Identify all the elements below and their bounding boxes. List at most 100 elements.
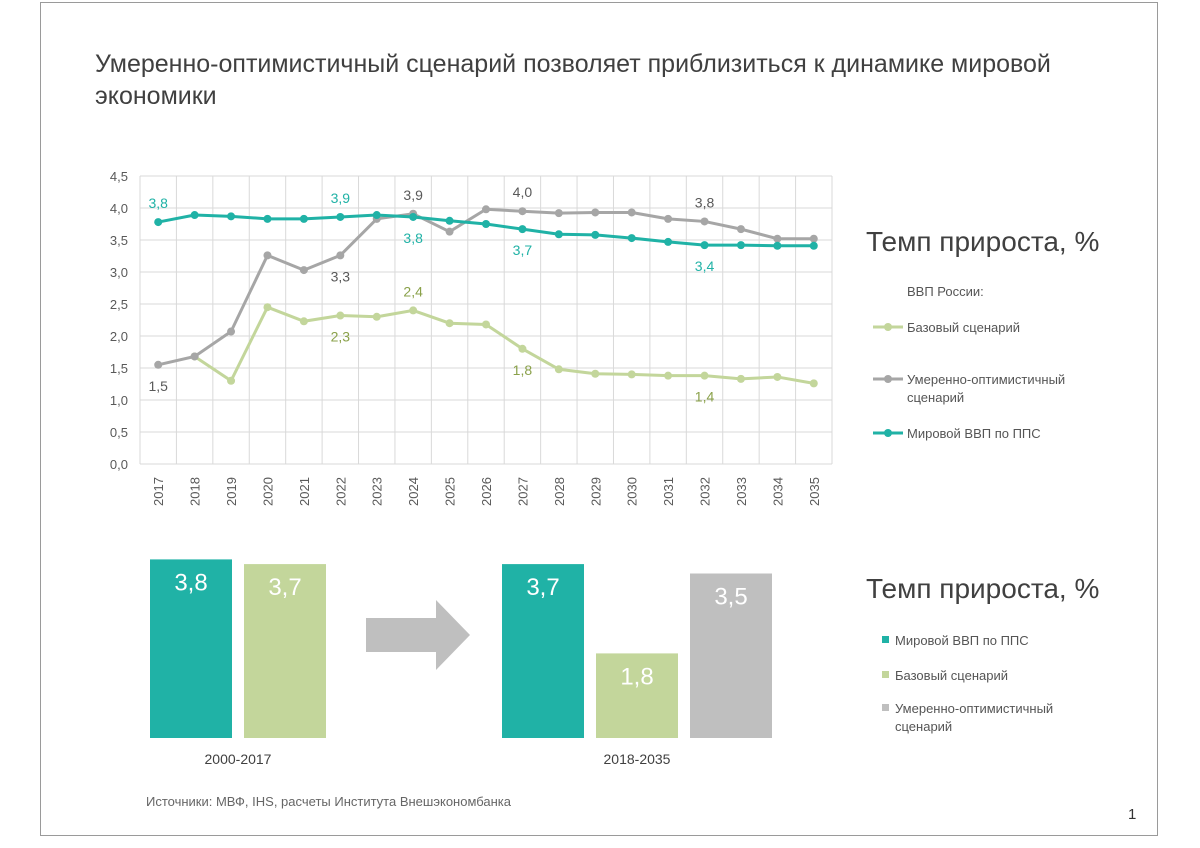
data-point bbox=[627, 208, 636, 217]
data-point bbox=[299, 266, 308, 275]
data-point bbox=[154, 360, 163, 369]
data-point bbox=[227, 376, 236, 385]
y-tick-label: 1,0 bbox=[110, 393, 128, 408]
data-point bbox=[809, 241, 818, 250]
y-tick-label: 4,5 bbox=[110, 169, 128, 184]
data-point bbox=[773, 241, 782, 250]
group-label: 2000-2017 bbox=[205, 751, 272, 767]
arrow-right-icon bbox=[366, 600, 470, 670]
data-label: 3,8 bbox=[148, 195, 168, 211]
line-legend-item-base: Базовый сценарий bbox=[907, 320, 1020, 335]
line-legend-item-moderate: Умеренно-оптимистичный сценарий bbox=[907, 372, 1066, 405]
data-point bbox=[700, 241, 709, 250]
data-point bbox=[336, 251, 345, 260]
data-point bbox=[263, 303, 272, 312]
data-point bbox=[591, 369, 600, 378]
group-label: 2018-2035 bbox=[604, 751, 671, 767]
legend-swatch bbox=[882, 636, 889, 643]
data-point bbox=[518, 344, 527, 353]
data-point bbox=[664, 237, 673, 246]
y-tick-label: 3,5 bbox=[110, 233, 128, 248]
data-point bbox=[736, 241, 745, 250]
data-label: 3,4 bbox=[695, 258, 715, 274]
data-label: 3,8 bbox=[403, 230, 423, 246]
y-tick-label: 0,5 bbox=[110, 425, 128, 440]
legend-swatch bbox=[882, 671, 889, 678]
data-point bbox=[227, 212, 236, 221]
data-label: 3,7 bbox=[513, 242, 533, 258]
data-point bbox=[809, 379, 818, 388]
data-point bbox=[409, 212, 418, 221]
data-label: 1,4 bbox=[695, 389, 715, 405]
y-tick-label: 2,0 bbox=[110, 329, 128, 344]
y-tick-label: 4,0 bbox=[110, 201, 128, 216]
data-point bbox=[554, 230, 563, 239]
series-line bbox=[157, 207, 814, 367]
y-tick-label: 2,5 bbox=[110, 297, 128, 312]
data-point bbox=[773, 234, 782, 243]
bar-legend-title: Темп прироста, % bbox=[866, 573, 1100, 604]
data-point bbox=[700, 217, 709, 226]
bar-value-label: 3,8 bbox=[174, 569, 207, 596]
y-tick-label: 0,0 bbox=[110, 457, 128, 472]
bar-value-label: 3,7 bbox=[268, 574, 301, 601]
bar bbox=[150, 559, 232, 738]
data-point bbox=[664, 214, 673, 223]
data-point bbox=[482, 320, 490, 329]
x-tick-label: 2023 bbox=[370, 477, 385, 506]
slide-title: Умеренно-оптимистичный сценарий позволяе… bbox=[95, 50, 1051, 110]
bar bbox=[244, 564, 326, 738]
x-tick-label: 2024 bbox=[406, 477, 421, 506]
data-point bbox=[263, 214, 272, 223]
line-legend-subtitle: ВВП России: bbox=[907, 284, 984, 299]
data-point bbox=[809, 234, 818, 243]
bar bbox=[502, 564, 584, 738]
series-line bbox=[193, 305, 815, 385]
data-label: 3,8 bbox=[695, 194, 715, 210]
data-point bbox=[627, 234, 636, 243]
x-tick-label: 2027 bbox=[515, 477, 530, 506]
data-point bbox=[372, 211, 381, 220]
y-tick-label: 1,5 bbox=[110, 361, 128, 376]
data-point bbox=[627, 370, 636, 379]
data-point bbox=[518, 207, 527, 216]
data-point bbox=[664, 371, 673, 380]
data-point bbox=[554, 209, 563, 218]
x-tick-label: 2021 bbox=[297, 477, 312, 506]
bar-value-label: 3,7 bbox=[526, 574, 559, 601]
x-tick-label: 2017 bbox=[151, 477, 166, 506]
bar-value-label: 1,8 bbox=[620, 663, 653, 690]
data-point bbox=[591, 208, 600, 217]
data-point bbox=[736, 225, 745, 234]
data-point bbox=[263, 251, 272, 260]
data-label: 3,9 bbox=[331, 190, 351, 206]
data-point bbox=[736, 374, 745, 383]
data-point bbox=[227, 327, 236, 336]
line-legend-item-world: Мировой ВВП по ППС bbox=[907, 426, 1041, 441]
data-point bbox=[299, 317, 308, 326]
bar-value-label: 3,5 bbox=[714, 584, 747, 611]
x-tick-label: 2035 bbox=[807, 477, 822, 506]
slide-frame bbox=[40, 2, 1158, 836]
x-tick-label: 2022 bbox=[333, 477, 348, 506]
data-point bbox=[190, 352, 199, 361]
data-label: 2,3 bbox=[331, 329, 351, 345]
legend-marker bbox=[884, 429, 892, 437]
x-tick-label: 2033 bbox=[734, 477, 749, 506]
data-point bbox=[773, 372, 782, 381]
data-point bbox=[591, 230, 600, 239]
data-label: 1,5 bbox=[148, 378, 168, 394]
legend-marker bbox=[884, 323, 892, 331]
data-point bbox=[554, 365, 563, 374]
legend-swatch bbox=[882, 704, 889, 711]
data-label: 2,4 bbox=[403, 283, 423, 299]
x-tick-label: 2020 bbox=[260, 477, 275, 506]
x-tick-label: 2019 bbox=[224, 477, 239, 506]
x-tick-label: 2030 bbox=[625, 477, 640, 506]
data-label: 1,8 bbox=[513, 362, 533, 378]
bar-legend-item-world: Мировой ВВП по ППС bbox=[895, 633, 1029, 648]
data-point bbox=[336, 212, 345, 221]
data-point bbox=[482, 205, 490, 214]
line-legend-title: Темп прироста, % bbox=[866, 226, 1100, 257]
